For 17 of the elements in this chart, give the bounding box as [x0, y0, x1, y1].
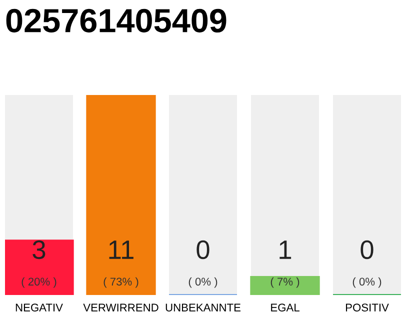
annotation: ( 7% ): [270, 277, 300, 288]
data-label: 0: [360, 240, 374, 260]
x-tick-label: EGAL: [271, 304, 300, 312]
annotation: ( 0% ): [352, 277, 382, 288]
annotation: ( 73% ): [104, 277, 138, 288]
x-tick-label: POSITIV: [346, 304, 389, 312]
data-label: 0: [196, 240, 210, 260]
bar: [250, 276, 320, 295]
annotation: ( 0% ): [188, 277, 218, 288]
data-label: 11: [109, 240, 134, 259]
annotation: ( 20% ): [22, 277, 56, 288]
x-tick-label: VERWIRREND: [83, 304, 158, 312]
chart-title: 025761405409: [6, 8, 226, 32]
x-tick-label: NEGATIV: [16, 304, 63, 312]
data-label: 3: [32, 240, 46, 260]
x-tick-label: UNBEKANNTE: [166, 304, 240, 312]
data-label: 1: [280, 240, 292, 259]
